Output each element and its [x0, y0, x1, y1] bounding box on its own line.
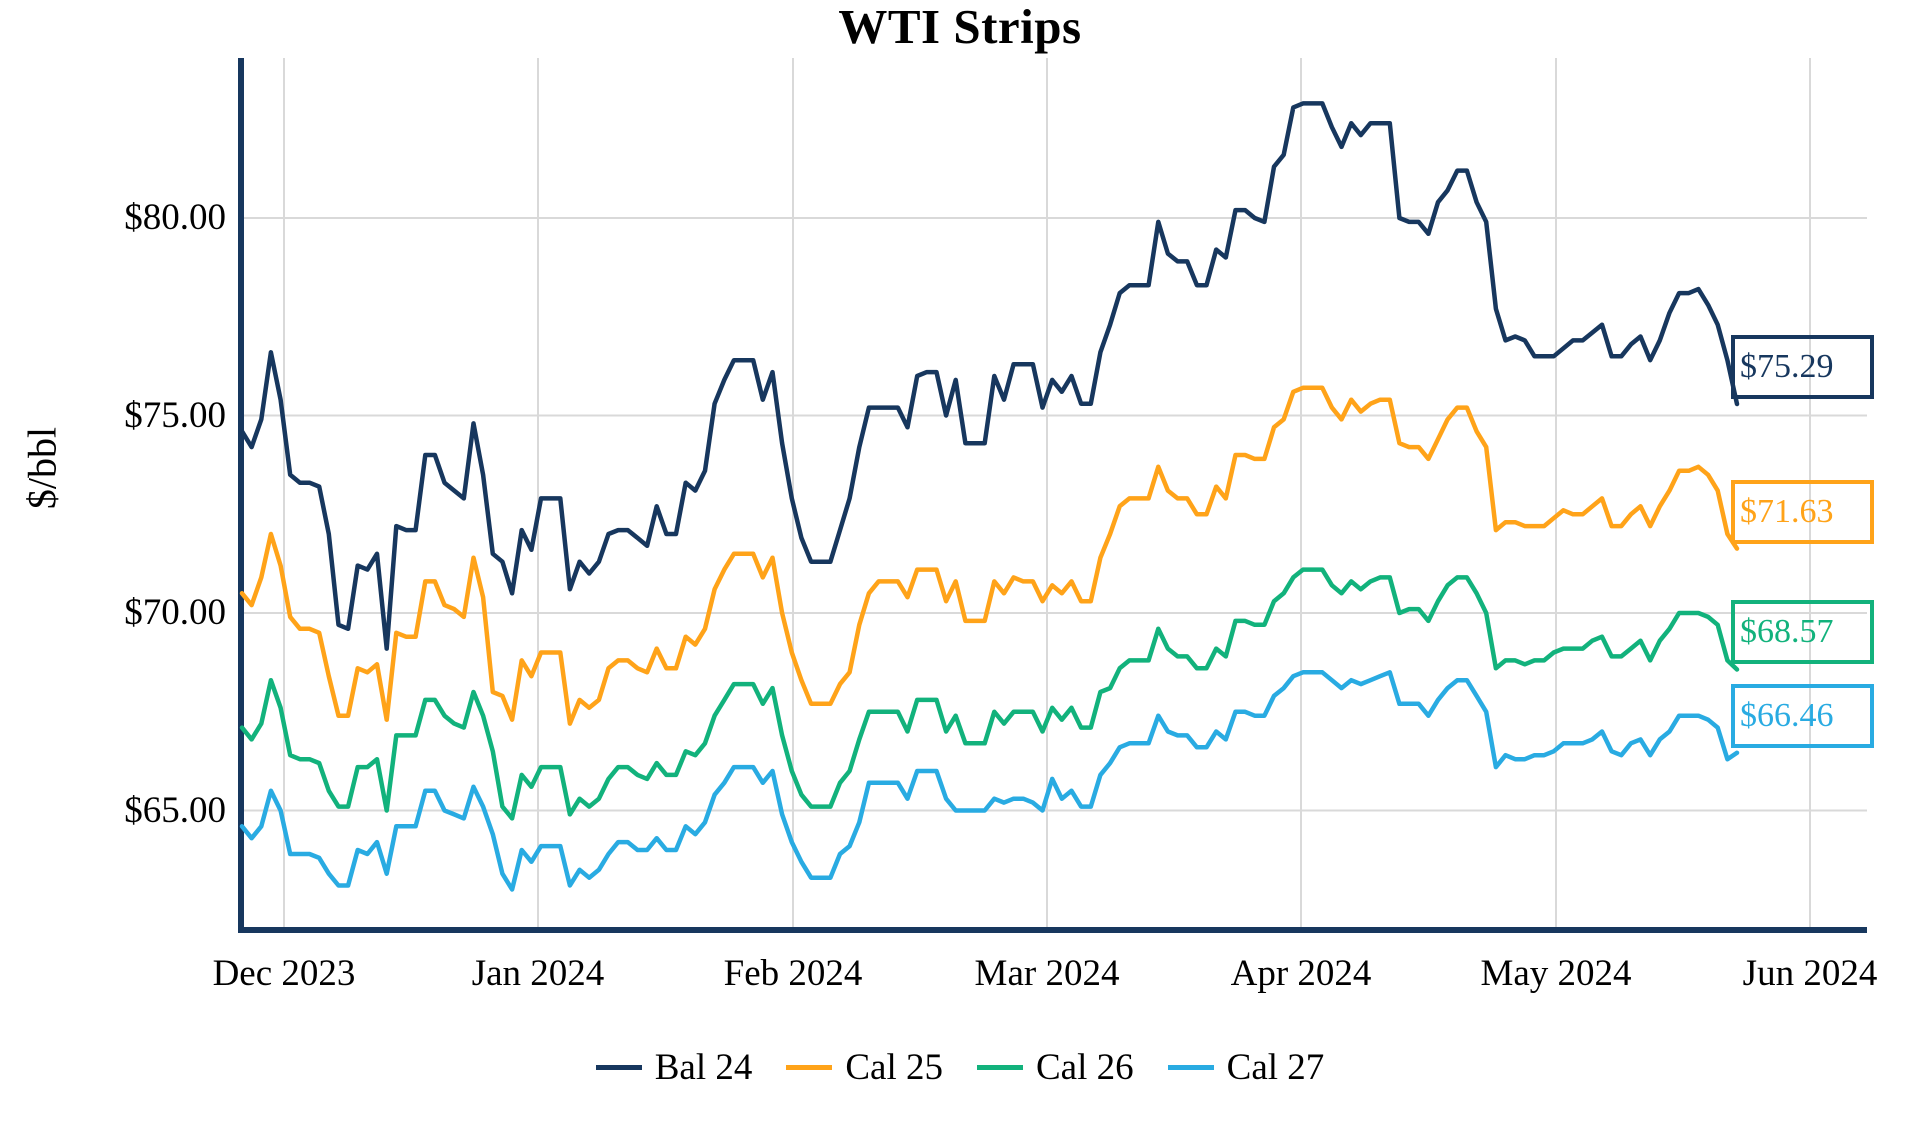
series-line-cal-25 [239, 385, 1740, 726]
series-line-cal-27 [239, 670, 1740, 892]
bal-24-line-swatch [595, 1065, 642, 1070]
y-tick-label-65: $65.00 [124, 789, 226, 831]
x-tick-label-apr-2024: Apr 2024 [1230, 953, 1372, 994]
chart-title: WTI Strips [838, 0, 1082, 54]
legend-item-cal-27: Cal 27 [1167, 1046, 1325, 1089]
legend-item-bal-24: Bal 24 [595, 1046, 753, 1089]
series-line-bal-24 [239, 101, 1740, 651]
legend-item-cal-25: Cal 25 [786, 1046, 943, 1089]
legend-label-cal-25: Cal 25 [845, 1047, 943, 1088]
end-label-cal-27: $66.46 [1731, 683, 1874, 748]
y-tick-label-75: $75.00 [124, 394, 226, 436]
end-label-cal-26: $68.57 [1731, 600, 1874, 665]
end-label-cal-25: $71.63 [1731, 479, 1874, 544]
x-tick-label-jun-2024: Jun 2024 [1742, 953, 1878, 994]
cal-25-line-swatch [786, 1065, 833, 1070]
y-tick-label-70: $70.00 [124, 592, 226, 633]
x-tick-label-mar-2024: Mar 2024 [974, 953, 1120, 994]
series-line-cal-26 [239, 567, 1740, 821]
end-label-bal-24: $75.29 [1731, 335, 1874, 400]
legend-label-cal-27: Cal 27 [1226, 1047, 1325, 1088]
y-tick-label-80: $80.00 [124, 197, 226, 238]
x-tick-label-jan-2024: Jan 2024 [471, 953, 605, 994]
legend-label-cal-26: Cal 26 [1036, 1047, 1134, 1088]
legend-label-bal-24: Bal 24 [654, 1047, 753, 1088]
x-tick-label-dec-2023: Dec 2023 [212, 953, 356, 994]
x-tick-label-feb-2024: Feb 2024 [723, 953, 863, 994]
cal-26-line-swatch [977, 1065, 1023, 1070]
legend: Bal 24 Cal 25 Cal 26 Cal 27 [0, 1046, 1920, 1089]
legend-item-cal-26: Cal 26 [977, 1046, 1134, 1089]
x-tick-label-may-2024: May 2024 [1480, 953, 1632, 994]
cal-27-line-swatch [1167, 1065, 1214, 1070]
